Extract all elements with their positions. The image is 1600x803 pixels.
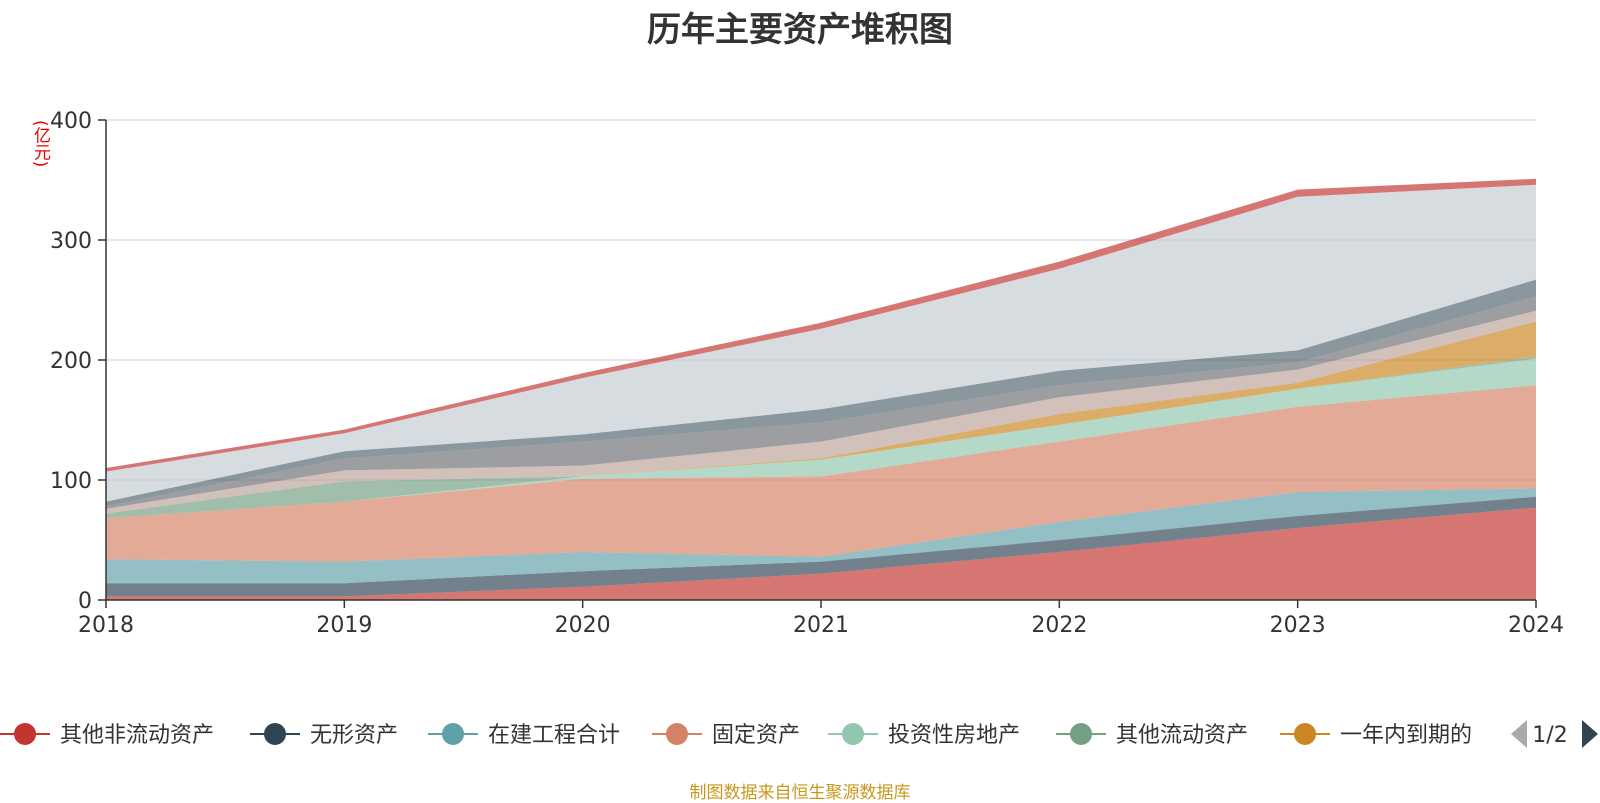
x-tick-label: 2018: [78, 613, 134, 638]
data-source-note: 制图数据来自恒生聚源数据库: [689, 783, 911, 803]
legend-page-indicator: 1/2: [1532, 723, 1567, 748]
x-tick-label: 2022: [1031, 613, 1087, 638]
legend-prev-icon[interactable]: [1511, 720, 1527, 748]
legend-marker: [1294, 723, 1316, 745]
legend-label: 其他流动资产: [1116, 723, 1248, 748]
chart-title: 历年主要资产堆积图: [647, 10, 953, 50]
legend-next-icon[interactable]: [1582, 720, 1598, 748]
legend-item[interactable]: 投资性房地产: [828, 723, 1020, 748]
legend-label: 其他非流动资产: [60, 723, 214, 748]
legend-label: 在建工程合计: [488, 723, 620, 748]
legend-label: 固定资产: [712, 723, 800, 748]
legend-item[interactable]: 其他流动资产: [1056, 723, 1248, 748]
legend-marker: [666, 723, 688, 745]
legend-label: 无形资产: [310, 723, 398, 748]
area-series[interactable]: [106, 507, 1536, 600]
y-tick-label: 300: [50, 229, 92, 254]
area-series[interactable]: [106, 385, 1536, 562]
x-tick-label: 2019: [316, 613, 372, 638]
area-series[interactable]: [106, 279, 1536, 507]
legend-marker: [264, 723, 286, 745]
y-tick-label: 200: [50, 349, 92, 374]
y-axis-unit-label: (亿元): [30, 120, 50, 168]
legend-item[interactable]: 其他非流动资产: [0, 723, 214, 748]
area-series[interactable]: [106, 296, 1536, 509]
area-series[interactable]: [106, 310, 1536, 514]
y-tick-label: 0: [78, 589, 92, 614]
x-tick-label: 2020: [555, 613, 611, 638]
legend-item[interactable]: 固定资产: [652, 723, 800, 748]
area-series[interactable]: [106, 184, 1536, 502]
legend-marker: [1070, 723, 1092, 745]
legend-item[interactable]: 一年内到期的: [1280, 723, 1472, 748]
y-tick-label: 100: [50, 469, 92, 494]
x-tick-label: 2023: [1270, 613, 1326, 638]
area-series[interactable]: [106, 488, 1536, 584]
y-tick-label: 400: [50, 109, 92, 134]
legend-marker: [442, 723, 464, 745]
legend-marker: [842, 723, 864, 745]
area-series[interactable]: [106, 178, 1536, 472]
legend-label: 一年内到期的: [1340, 723, 1472, 748]
area-series[interactable]: [106, 356, 1536, 519]
legend-label: 投资性房地产: [888, 723, 1020, 748]
legend-item[interactable]: 无形资产: [250, 723, 398, 748]
x-tick-label: 2021: [793, 613, 849, 638]
x-tick-label: 2024: [1508, 613, 1564, 638]
area-series[interactable]: [106, 496, 1536, 597]
legend-item[interactable]: 在建工程合计: [428, 723, 620, 748]
legend-marker: [14, 723, 36, 745]
